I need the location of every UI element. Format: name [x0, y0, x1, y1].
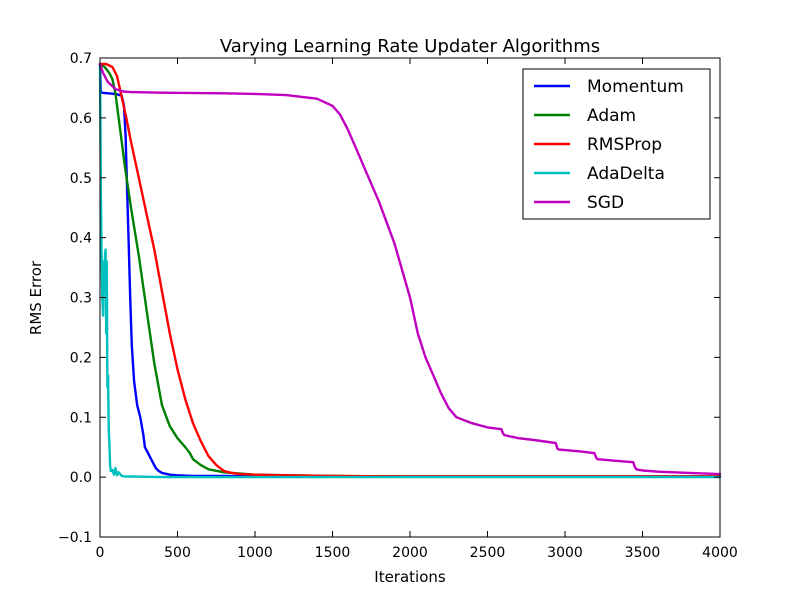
x-tick-label: 1500 [315, 545, 351, 561]
y-tick-label: 0.1 [70, 410, 92, 426]
y-tick-label: 0.6 [70, 111, 92, 127]
legend-label-adam: Adam [587, 106, 636, 126]
x-axis-ticks: 0 500 1000 1500 2000 2500 3000 3500 4000 [96, 58, 738, 561]
x-tick-label: 4000 [702, 545, 738, 561]
x-tick-label: 0 [96, 545, 105, 561]
series-line-adadelta [98, 62, 722, 479]
x-tick-label: 2500 [470, 545, 506, 561]
legend-label-adadelta: AdaDelta [587, 164, 665, 184]
series-line-sgd [98, 62, 722, 476]
series-line-momentum [98, 62, 722, 478]
y-tick-label: 0.2 [70, 350, 92, 366]
y-axis-label: RMS Error [27, 260, 45, 335]
x-axis-label: Iterations [374, 568, 446, 586]
y-tick-label: 0.3 [70, 291, 92, 307]
series-layer [98, 62, 722, 479]
y-tick-label: 0.4 [70, 231, 92, 247]
x-tick-label: 1000 [237, 545, 273, 561]
y-tick-label: 0.5 [70, 171, 92, 187]
y-tick-label: −0.1 [58, 530, 92, 546]
y-tick-label: 0.7 [70, 51, 92, 67]
series-line-rmsprop [98, 62, 722, 478]
chart-title: Varying Learning Rate Updater Algorithms [220, 36, 600, 57]
x-tick-label: 3000 [547, 545, 583, 561]
legend-label-rmsprop: RMSProp [587, 135, 662, 155]
legend: Momentum Adam RMSProp AdaDelta SGD [522, 68, 711, 220]
y-axis-ticks: −0.1 0.0 0.1 0.2 0.3 0.4 0.5 0.6 0.7 [58, 51, 720, 546]
x-tick-label: 500 [164, 545, 191, 561]
y-tick-label: 0.0 [70, 470, 92, 486]
x-tick-label: 2000 [392, 545, 428, 561]
x-tick-label: 3500 [625, 545, 661, 561]
legend-label-sgd: SGD [587, 193, 624, 213]
legend-label-momentum: Momentum [587, 77, 684, 97]
